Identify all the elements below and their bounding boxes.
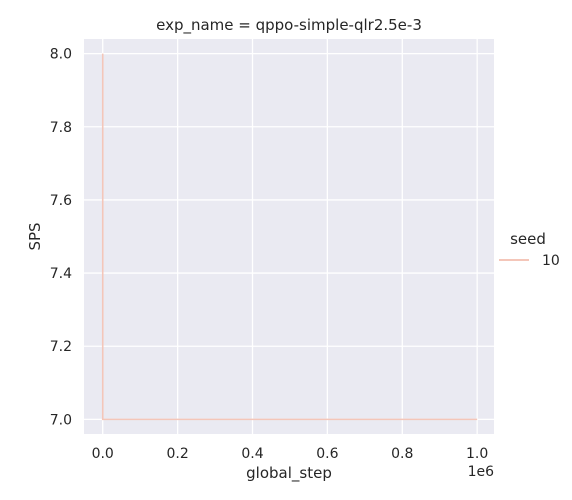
x-tick-label: 0.6 [316,446,338,462]
y-axis-ticks: 7.0 7.2 7.4 7.6 7.8 8.0 [50,47,72,429]
x-tick-label: 0.4 [241,446,263,462]
x-axis-label: global_step [246,464,332,483]
x-tick-label: 1.0 [466,446,488,462]
x-tick-label: 0.2 [166,446,188,462]
x-tick-label: 0.0 [92,446,114,462]
x-axis-offset-label: 1e6 [468,464,495,480]
legend-entry-label: 10 [542,253,560,269]
y-tick-label: 7.6 [50,193,72,209]
legend-title: seed [510,230,546,248]
x-tick-label: 0.8 [391,446,413,462]
y-tick-label: 7.4 [50,266,72,282]
y-tick-label: 8.0 [50,47,72,63]
legend: seed 10 [499,230,560,269]
series-layer [101,53,478,421]
y-tick-label: 7.0 [50,412,72,428]
x-axis-ticks: 0.0 0.2 0.4 0.6 0.8 1.0 [92,446,489,462]
y-tick-label: 7.8 [50,120,72,136]
y-axis-label: SPS [26,222,44,250]
chart-title: exp_name = qppo-simple-qlr2.5e-3 [156,16,422,35]
y-tick-label: 7.2 [50,339,72,355]
series-line-10 [101,53,478,421]
plot-area [84,39,494,434]
grid [84,39,494,434]
